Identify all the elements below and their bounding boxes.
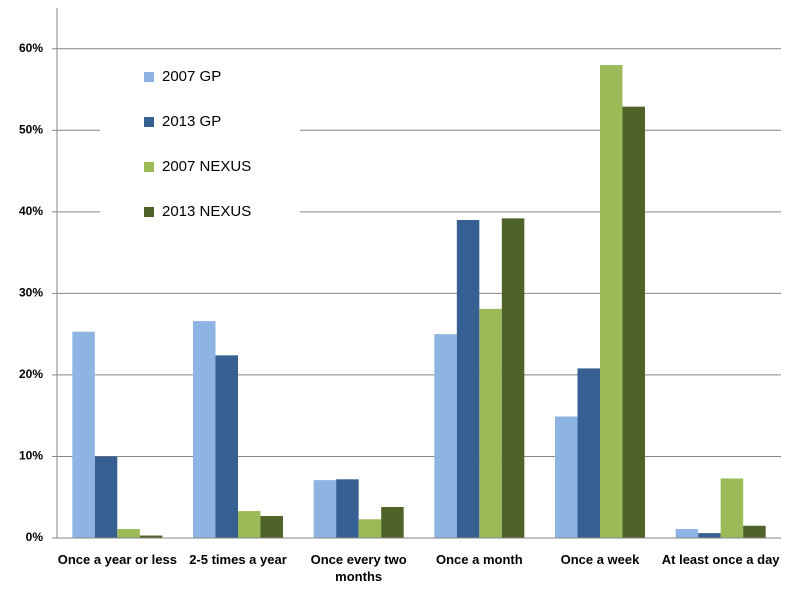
bar <box>117 529 140 538</box>
bar <box>555 416 578 538</box>
x-tick-label: Once a year or less <box>57 552 177 567</box>
legend-label: 2013 NEXUS <box>162 203 251 220</box>
bar <box>139 535 163 538</box>
legend-label: 2007 GP <box>162 68 221 85</box>
bar <box>94 456 118 538</box>
bar <box>743 525 766 538</box>
bar <box>238 511 261 538</box>
legend-label: 2007 NEXUS <box>162 158 251 175</box>
x-tick-label: Once a week <box>560 552 640 567</box>
y-tick-label: 10% <box>19 449 43 463</box>
bar <box>381 507 404 538</box>
bar <box>336 479 359 538</box>
x-tick-label: Once every two months <box>310 552 407 584</box>
y-tick-label: 50% <box>19 122 43 136</box>
bar <box>434 334 457 538</box>
legend-swatch <box>144 72 154 82</box>
legend-box <box>100 55 300 233</box>
y-tick-label: 60% <box>19 41 43 55</box>
y-tick-label: 40% <box>19 204 43 218</box>
bar <box>479 308 502 538</box>
bar <box>501 218 525 538</box>
legend-swatch <box>144 117 154 127</box>
bar <box>577 368 600 538</box>
bar <box>72 331 95 538</box>
bar <box>456 220 480 538</box>
x-tick-label: At least once a day <box>661 552 780 567</box>
bar <box>675 529 699 538</box>
y-tick-label: 30% <box>19 286 43 300</box>
bar <box>313 480 337 538</box>
bar <box>720 478 744 538</box>
legend-swatch <box>144 207 154 217</box>
bar <box>600 65 623 539</box>
x-tick-label: Once a month <box>435 552 523 567</box>
bar <box>193 321 216 538</box>
x-tick-label: 2-5 times a year <box>189 552 287 567</box>
bar <box>622 106 645 539</box>
y-tick-label: 20% <box>19 367 43 381</box>
y-tick-label: 0% <box>26 530 44 544</box>
legend-swatch <box>144 162 154 172</box>
bar <box>260 515 283 538</box>
legend-label: 2013 GP <box>162 113 221 130</box>
bar <box>215 355 238 538</box>
bar <box>698 533 721 538</box>
bar <box>358 519 382 538</box>
